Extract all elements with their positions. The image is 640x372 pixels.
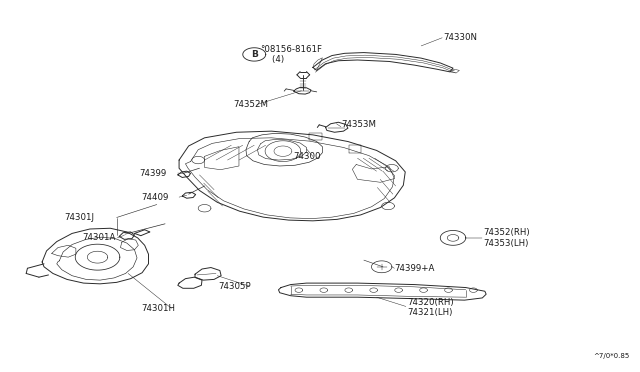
Text: ^7/0*0.85: ^7/0*0.85: [593, 353, 629, 359]
Text: 74305P: 74305P: [219, 282, 252, 291]
Text: °08156-8161F
    (4): °08156-8161F (4): [260, 45, 323, 64]
Text: 74301J: 74301J: [65, 213, 95, 222]
Text: 74399+A: 74399+A: [394, 264, 435, 273]
Text: 74353M: 74353M: [342, 121, 376, 129]
Text: 74352M: 74352M: [233, 100, 268, 109]
Text: 74300: 74300: [294, 152, 321, 161]
Text: 74301H: 74301H: [141, 304, 175, 313]
Text: 74352(RH)
74353(LH): 74352(RH) 74353(LH): [484, 228, 530, 248]
Text: 74320(RH)
74321(LH): 74320(RH) 74321(LH): [407, 298, 454, 317]
Text: 74330N: 74330N: [444, 33, 477, 42]
Text: 74301A: 74301A: [83, 233, 116, 243]
Text: B: B: [251, 50, 258, 59]
Text: 74399: 74399: [140, 169, 167, 177]
Text: 74409: 74409: [141, 193, 168, 202]
